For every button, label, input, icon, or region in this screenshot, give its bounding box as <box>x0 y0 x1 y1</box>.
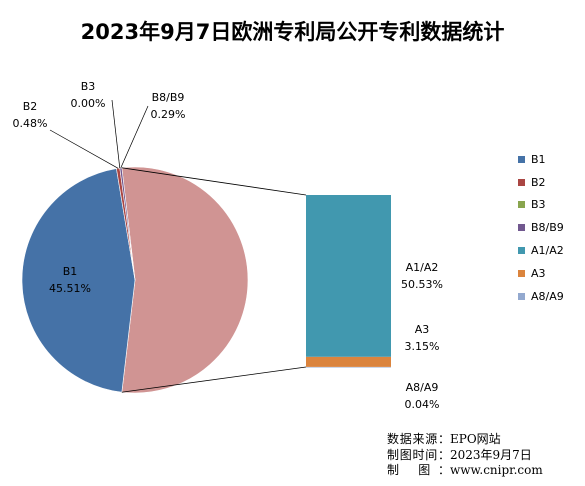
legend-label: B1 <box>531 152 546 166</box>
source-line: 数据来源：EPO网站 <box>387 432 543 448</box>
legend-swatch <box>518 292 525 300</box>
bar-label-a8-a9: A8/A9 0.04% <box>405 381 440 411</box>
legend-swatch <box>518 155 525 163</box>
maker-label: 制 图： <box>387 463 450 477</box>
legend-item: B2 <box>518 171 564 194</box>
source-label: 数据来源： <box>387 432 450 446</box>
legend-label: B3 <box>531 198 546 212</box>
legend-item: B3 <box>518 194 564 217</box>
bar-segment-a3 <box>306 356 391 367</box>
leader-line-b8-b9 <box>120 105 149 169</box>
legend-label: A1/A2 <box>531 244 564 258</box>
pie-label-b2: B2 0.48% <box>13 100 48 130</box>
legend-label: B8/B9 <box>531 221 564 235</box>
legend-swatch <box>518 201 525 209</box>
legend-item: B8/B9 <box>518 216 564 239</box>
legend-item: B1 <box>518 148 564 171</box>
connector-line-top <box>121 167 307 196</box>
bar-segment-a1-a2 <box>306 195 391 357</box>
legend-swatch <box>518 269 525 277</box>
legend-label: A3 <box>531 266 546 280</box>
bar-segment-a8-a9 <box>306 366 391 368</box>
legend-swatch <box>518 224 525 232</box>
legend-swatch <box>518 247 525 255</box>
legend: B1 B2 B3 B8/B9 A1/A2 A3 A8/A9 <box>518 148 564 308</box>
source-value: EPO网站 <box>450 432 501 446</box>
time-value: 2023年9月7日 <box>450 447 532 462</box>
time-label: 制图时间： <box>387 447 450 462</box>
chart-title: 2023年9月7日欧洲专利局公开专利数据统计 <box>80 20 505 44</box>
pie-slice-b1 <box>21 168 136 393</box>
pie-slice-a <box>121 166 249 394</box>
pie-label-b1: B1 45.51% <box>49 265 91 295</box>
legend-item: A8/A9 <box>518 285 564 308</box>
pie-label-b8-b9: B8/B9 0.29% <box>151 91 186 121</box>
maker-line: 制 图：www.cnipr.com <box>387 463 543 479</box>
bar-label-a3: A3 3.15% <box>405 323 440 353</box>
bar-label-a1-a2: A1/A2 50.53% <box>401 261 443 291</box>
legend-item: A1/A2 <box>518 239 564 262</box>
legend-item: A3 <box>518 262 564 285</box>
maker-value: www.cnipr.com <box>450 463 543 477</box>
pie-slice-b8-b9 <box>119 167 136 281</box>
legend-label: B2 <box>531 175 546 189</box>
source-note: 数据来源：EPO网站 制图时间：2023年9月7日 制 图：www.cnipr.… <box>387 432 543 479</box>
pie-label-b3: B3 0.00% <box>71 80 106 110</box>
connector-line-bottom <box>121 366 307 393</box>
legend-swatch <box>518 178 525 186</box>
legend-label: A8/A9 <box>531 289 564 303</box>
leader-line-b2 <box>49 129 119 169</box>
time-line: 制图时间：2023年9月7日 <box>387 448 543 464</box>
leader-line-b3 <box>111 99 121 169</box>
